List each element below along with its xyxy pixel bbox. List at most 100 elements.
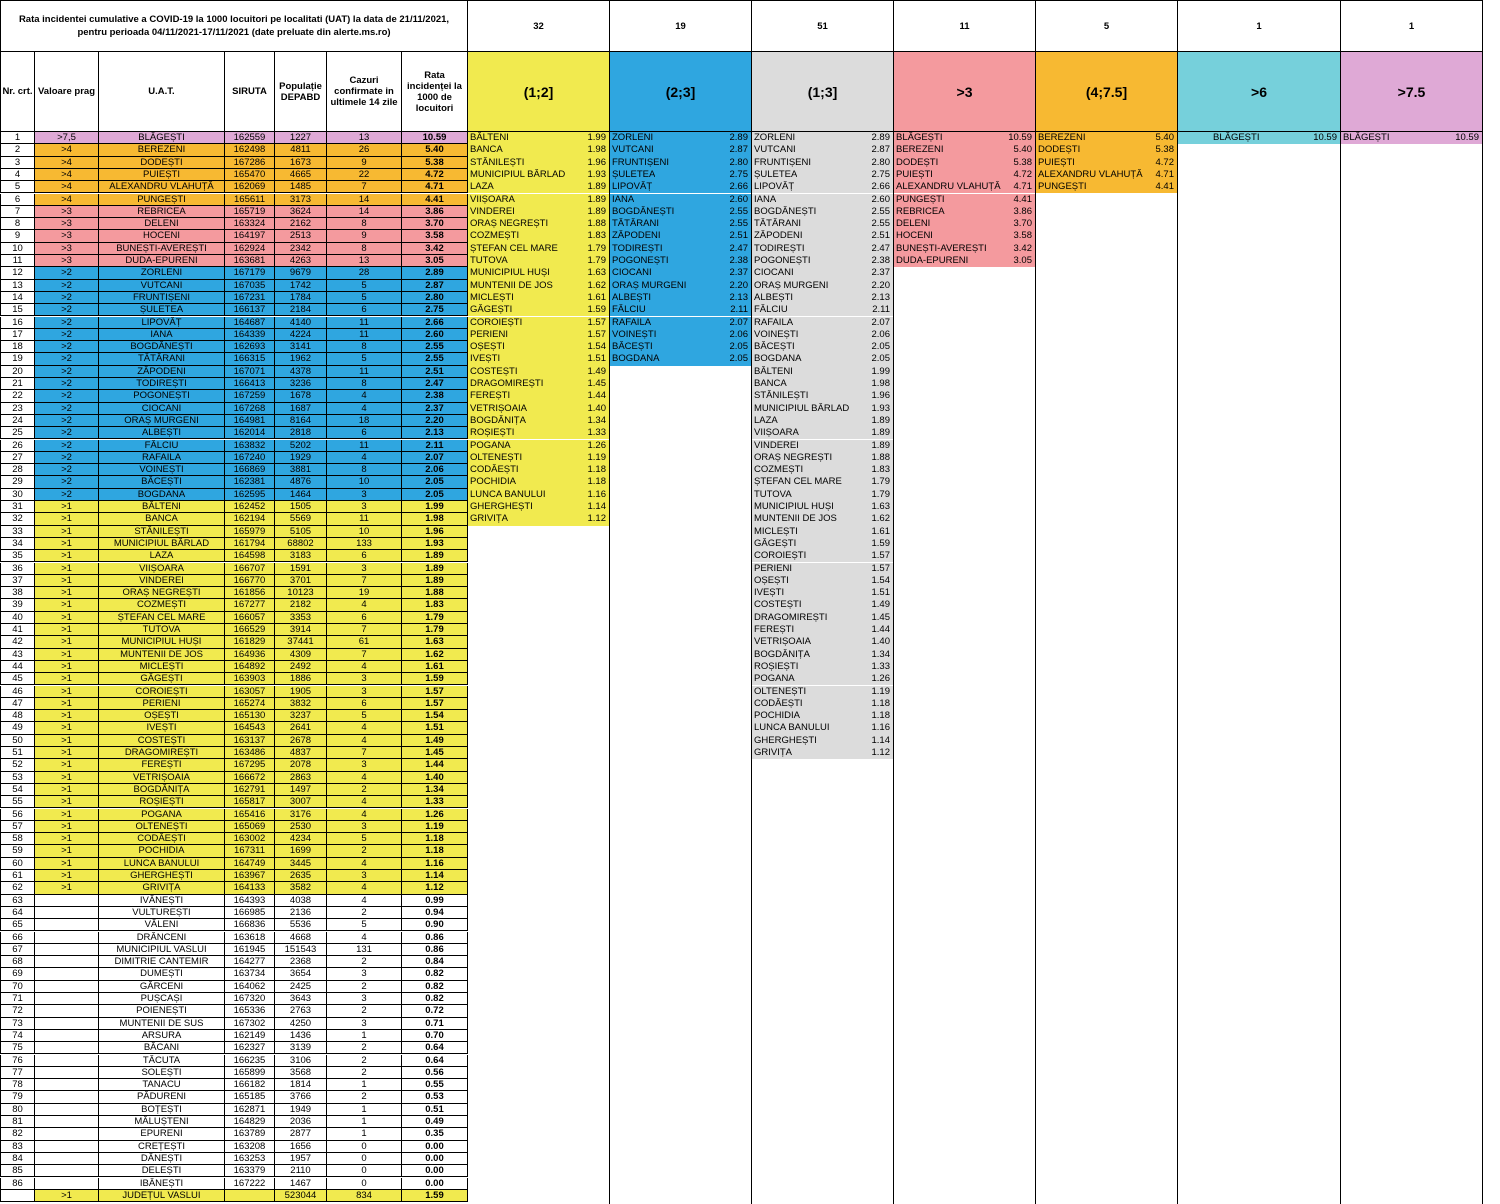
cell-siruta: 164277 [225,956,275,968]
cell-pop: 4263 [275,255,327,267]
table-row: 79 PĂDURENI 165185 3766 2 0.53 [0,1091,468,1104]
cell-rata: 3.86 [402,205,468,218]
list-item-value: 1.12 [871,747,891,758]
list-item: ȘULETEA 2.75 [610,168,752,182]
cell-pop: 1687 [275,402,327,414]
cell-pop: 3766 [275,1091,327,1103]
cell-pop: 2877 [275,1128,327,1140]
list-item-value: 2.38 [729,255,749,266]
cell-pop: 2678 [275,734,327,746]
cell-uat: MICLEȘTI [99,660,225,673]
list-item-value: 1.62 [871,513,891,525]
cell-uat: BĂCANI [99,1042,225,1054]
cell-uat: GRIVIȚA [99,882,225,894]
list-item-name: LUNCA BANULUI [470,488,546,500]
cell-uat: PERIENI [99,697,225,710]
list-item-value: 2.47 [729,242,749,254]
list-item-name: MICLEȘTI [754,525,798,537]
cell-pop: 9679 [275,267,327,279]
cell-cazuri: 4 [327,857,402,869]
cell-rata: 0.86 [402,943,468,956]
cell-nr: 66 [0,931,35,943]
cell-cazuri: 3 [327,1017,402,1029]
cell-nr: 64 [0,906,35,919]
cell-cazuri: 2 [327,980,402,992]
cell-cazuri: 8 [327,218,402,230]
table-row: 58 >1 CODĂEȘTI 163002 4234 5 1.18 [0,833,468,846]
cell-uat: MĂLUȘTENI [99,1116,225,1128]
list-item-name: ORAȘ MURGENI [754,279,829,291]
cell-nr: 71 [0,993,35,1005]
list-item-name: BOGDANA [612,353,660,365]
table-row: 10 >3 BUNEȘTI-AVEREȘTI 162924 2342 8 3.42 [0,242,468,255]
list-item-value: 4.41 [1013,193,1033,205]
list-item-name: IVEȘTI [470,353,501,365]
table-row: 30 >2 BOGDANA 162595 1464 3 2.05 [0,488,468,501]
cell-nr: 86 [0,1177,35,1189]
list-item: PUIEȘTI 4.72 [1036,156,1178,169]
cell-pop: 1957 [275,1152,327,1165]
list-item-value: 1.18 [871,710,891,722]
cell-uat: DODEȘTI [99,156,225,168]
cell-cazuri: 5 [327,353,402,365]
cell-prag [35,1177,99,1189]
list-item: VETRIȘOAIA 1.40 [752,636,894,649]
list-item-value: 5.38 [1013,156,1033,168]
cell-rata: 2.05 [402,488,468,500]
cell-nr: 15 [0,304,35,316]
list-item-name: CIOCANI [754,267,794,279]
list-item: BĂCEȘTI 2.05 [752,341,894,354]
list-count: 19 [610,0,752,52]
list-item: BANCA 1.98 [752,378,894,391]
cell-cazuri: 19 [327,587,402,599]
list-item-value: 2.87 [729,144,749,156]
list-item: BANCA 1.98 [468,144,610,157]
cell-nr: 14 [0,291,35,304]
table-row: 5 >4 ALEXANDRU VLAHUȚĂ 162069 1485 7 4.71 [0,181,468,194]
table-row: 67 MUNICIPIUL VASLUI 161945 151543 131 0.86 [0,943,468,957]
list-item-value: 2.89 [871,132,891,143]
cell-rata: 1.49 [402,734,468,746]
cell-cazuri: 9 [327,230,402,242]
cell-cazuri: 8 [327,341,402,353]
cell-nr: 76 [0,1054,35,1066]
table-row: 6 >4 PUNGEȘTI 165611 3173 14 4.41 [0,193,468,206]
cell-rata: 1.79 [402,624,468,636]
cell-cazuri: 61 [327,636,402,648]
cell-nr: 16 [0,316,35,328]
cell-rata: 2.13 [402,427,468,439]
cell-uat: BĂLTENI [99,501,225,513]
list-item-name: DODEȘTI [896,156,939,168]
list-item: BEREZENI 5.40 [1036,132,1178,145]
cell-pop: 5536 [275,919,327,931]
list-item-name: ALBEȘTI [612,291,652,303]
cell-siruta: 163137 [225,734,275,746]
cell-uat: DELEȘTI [99,1165,225,1177]
cell-prag: >1 [35,747,99,759]
list-item-value: 1.19 [871,685,891,697]
cell-uat: BOGDĂNEȘTI [99,341,225,353]
list-item: MUNICIPIUL HUȘI 1.63 [752,501,894,514]
cell-cazuri: 4 [327,402,402,414]
cell-siruta: 163734 [225,968,275,980]
cell-prag: >1 [35,599,99,611]
cell-uat: TUTOVA [99,624,225,636]
list-item-value: 1.88 [587,218,607,230]
cell-pop: 3624 [275,205,327,218]
table-row: 57 >1 OLTENEȘTI 165069 2530 3 1.19 [0,820,468,834]
cell-nr: 49 [0,722,35,734]
list-item: VIIȘOARA 1.89 [468,193,610,206]
band-label: (1;3] [752,52,894,132]
cell-prag: >3 [35,218,99,230]
cell-cazuri: 3 [327,685,402,697]
list-item-name: OLTENEȘTI [470,451,523,463]
cell-pop: 2818 [275,427,327,439]
cell-uat: CIOCANI [99,402,225,414]
list-item-name: ALEXANDRU VLAHUȚĂ [896,181,1001,193]
list-item-name: BOGDĂNEȘTI [754,205,817,217]
list-item: GĂGEȘTI 1.59 [468,304,610,317]
list-item-name: BOGDĂNIȚA [470,414,526,426]
cell-rata: 0.64 [402,1054,468,1066]
cell-pop: 1699 [275,845,327,857]
cell-nr: 26 [0,439,35,451]
